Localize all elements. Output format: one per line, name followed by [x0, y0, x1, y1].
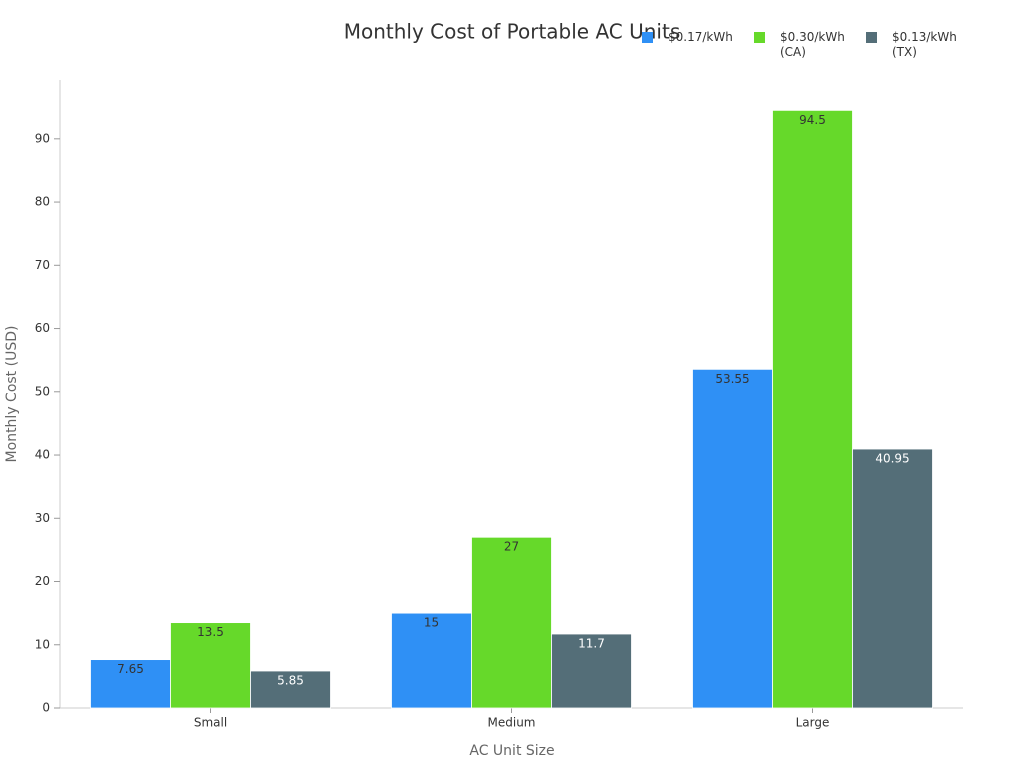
value-label: 94.5 [799, 113, 826, 127]
legend-swatch [642, 32, 653, 43]
bar [551, 633, 632, 709]
x-axis-label: AC Unit Size [469, 743, 554, 759]
value-label: 11.7 [578, 637, 605, 651]
bar [471, 536, 552, 709]
bar [692, 368, 773, 709]
legend-swatch [866, 32, 877, 43]
y-tick-label: 80 [35, 195, 50, 209]
y-tick-label: 70 [35, 258, 50, 272]
value-label: 7.65 [117, 662, 144, 676]
legend-label: $0.17/kWh [668, 30, 733, 44]
value-label: 15 [424, 616, 439, 630]
y-tick-label: 10 [35, 637, 50, 651]
y-tick-label: 30 [35, 511, 50, 525]
value-label: 53.55 [715, 372, 749, 386]
value-label: 13.5 [197, 625, 224, 639]
y-tick-label: 40 [35, 448, 50, 462]
x-tick-label: Small [194, 716, 227, 730]
legend-swatch [754, 32, 765, 43]
y-tick-label: 50 [35, 384, 50, 398]
y-tick-label: 0 [42, 701, 50, 715]
bar [170, 622, 251, 709]
y-tick-label: 60 [35, 321, 50, 335]
x-tick-label: Medium [488, 716, 536, 730]
value-label: 27 [504, 540, 519, 554]
bar [250, 670, 331, 709]
chart-title: Monthly Cost of Portable AC Units [344, 20, 681, 44]
bar [852, 448, 933, 709]
y-tick-label: 90 [35, 131, 50, 145]
bar [90, 659, 171, 709]
y-axis-label: Monthly Cost (USD) [4, 326, 20, 463]
x-tick-label: Large [796, 716, 830, 730]
bar [772, 109, 853, 709]
value-label: 5.85 [277, 674, 304, 688]
legend-label: $0.30/kWh (CA) [780, 30, 845, 59]
legend-label: $0.13/kWh (TX) [892, 30, 957, 59]
value-label: 40.95 [875, 452, 909, 466]
y-tick-label: 20 [35, 574, 50, 588]
